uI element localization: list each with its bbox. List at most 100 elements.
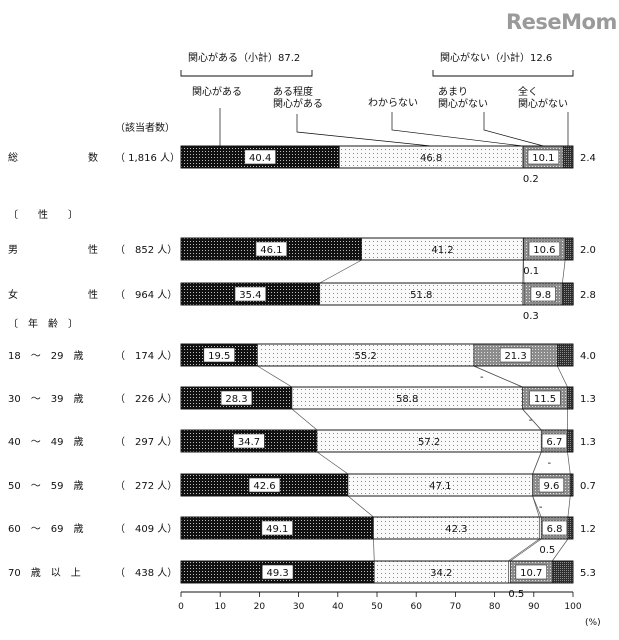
category-label: 60 ～ 69 歳 (8, 523, 83, 535)
connector-line (557, 365, 568, 388)
legend-label: あまり (438, 86, 468, 98)
connector-line (567, 495, 571, 518)
data-label: 28.3 (225, 394, 247, 405)
connector-line (473, 365, 523, 388)
data-label: 49.3 (266, 568, 288, 579)
category-label: 総 数 (8, 151, 98, 164)
data-label: 40.4 (249, 153, 271, 164)
data-label-below: - (529, 415, 533, 426)
connector-line (532, 495, 542, 518)
connector-line (257, 365, 293, 388)
respondent-count: （ 297 人） (115, 436, 177, 448)
connector-line (551, 538, 569, 562)
bar-segment (562, 145, 573, 169)
bar-segment (567, 386, 573, 410)
x-tick-label: 0 (178, 602, 184, 612)
bar-outline (180, 560, 574, 584)
respondent-count: （ 272 人） (115, 480, 177, 492)
data-label: 6.8 (547, 524, 563, 535)
data-label: 58.8 (396, 394, 418, 405)
category-label: 40 ～ 49 歳 (8, 436, 83, 448)
data-label: 6.7 (546, 437, 562, 448)
connector-line (567, 451, 571, 475)
data-label-right: 1.2 (580, 524, 596, 535)
respondent-count: （ 226 人） (115, 393, 177, 405)
data-label: 41.2 (431, 245, 453, 256)
bar-segment (557, 343, 574, 367)
data-label-box (541, 433, 567, 449)
legend-label: 全く (518, 85, 538, 98)
x-axis-unit: (%) (585, 618, 601, 628)
bar-outline (180, 516, 574, 540)
data-label-below: 0.1 (523, 266, 539, 277)
data-label: 34.7 (238, 437, 260, 448)
bar-outline (180, 145, 574, 169)
data-label-below: 0.3 (523, 311, 539, 322)
data-label-right: 5.3 (580, 568, 596, 579)
data-label-right: 2.4 (580, 153, 596, 164)
respondent-count: （ 438 人） (115, 567, 177, 579)
legend-leader (296, 114, 432, 147)
data-label-right: 0.7 (580, 481, 596, 492)
data-label-below: 0.2 (523, 174, 539, 185)
group-header-not-interested: 関心がない（小計）12.6 (440, 51, 552, 64)
category-label: 男 性 (8, 243, 98, 256)
bracket-interested (180, 70, 313, 77)
respondent-count: （ 852 人） (115, 244, 177, 256)
connector-line (562, 259, 566, 284)
data-label-box (530, 286, 556, 302)
data-label-below: 0.5 (508, 589, 524, 600)
respondent-count: （ 964 人） (115, 289, 177, 301)
data-label-box (527, 149, 560, 165)
legend-label: ある程度 (273, 85, 313, 98)
connector-line (373, 538, 375, 562)
data-label-right: 2.0 (580, 245, 596, 256)
data-label-right: 2.8 (580, 290, 596, 301)
legend-label: 関心がある (273, 97, 323, 110)
category-label: 30 ～ 39 歳 (8, 393, 83, 405)
x-tick-label: 20 (254, 602, 266, 612)
data-label-below: 0.5 (539, 545, 555, 556)
data-label-box (203, 347, 235, 363)
data-label-box (529, 390, 561, 406)
connector-line (291, 408, 318, 431)
bar-outline (180, 237, 574, 261)
data-label: 19.5 (208, 351, 230, 362)
data-label: 46.1 (260, 245, 282, 256)
bar-segment (567, 429, 573, 453)
data-label: 49.1 (266, 524, 288, 535)
bar-outline (180, 343, 574, 367)
bar-outline (180, 282, 574, 306)
data-label-box (528, 241, 561, 257)
data-label-box (538, 477, 565, 493)
data-label-box (515, 564, 547, 580)
data-label-box (541, 520, 568, 536)
group-header-interested: 関心がある（小計）87.2 (188, 51, 300, 64)
data-label: 42.3 (445, 524, 467, 535)
data-label-right: 1.3 (580, 437, 596, 448)
data-label-box (244, 149, 276, 165)
x-tick-label: 30 (293, 602, 305, 612)
bar-segment (567, 516, 573, 540)
data-label: 11.5 (534, 394, 556, 405)
bar-outline (180, 473, 574, 497)
bar-outline (180, 386, 574, 410)
resemom-logo: ReseMom (506, 10, 617, 34)
data-label: 47.1 (429, 481, 451, 492)
legend-leader (483, 112, 544, 147)
data-label-box (255, 241, 288, 257)
x-tick-label: 90 (528, 602, 540, 612)
respondent-count: （ 1,816 人） (115, 152, 180, 164)
data-label: 51.8 (410, 290, 432, 301)
data-label-box (261, 520, 293, 536)
connector-line (347, 495, 374, 518)
category-label: 70 歳 以 上 (8, 567, 81, 579)
category-label: 50 ～ 59 歳 (8, 480, 83, 492)
data-label: 10.6 (533, 245, 555, 256)
legend-label: わからない (368, 97, 418, 109)
legend-leader (391, 112, 523, 147)
data-label-box (234, 286, 267, 302)
x-tick-label: 40 (332, 602, 344, 612)
